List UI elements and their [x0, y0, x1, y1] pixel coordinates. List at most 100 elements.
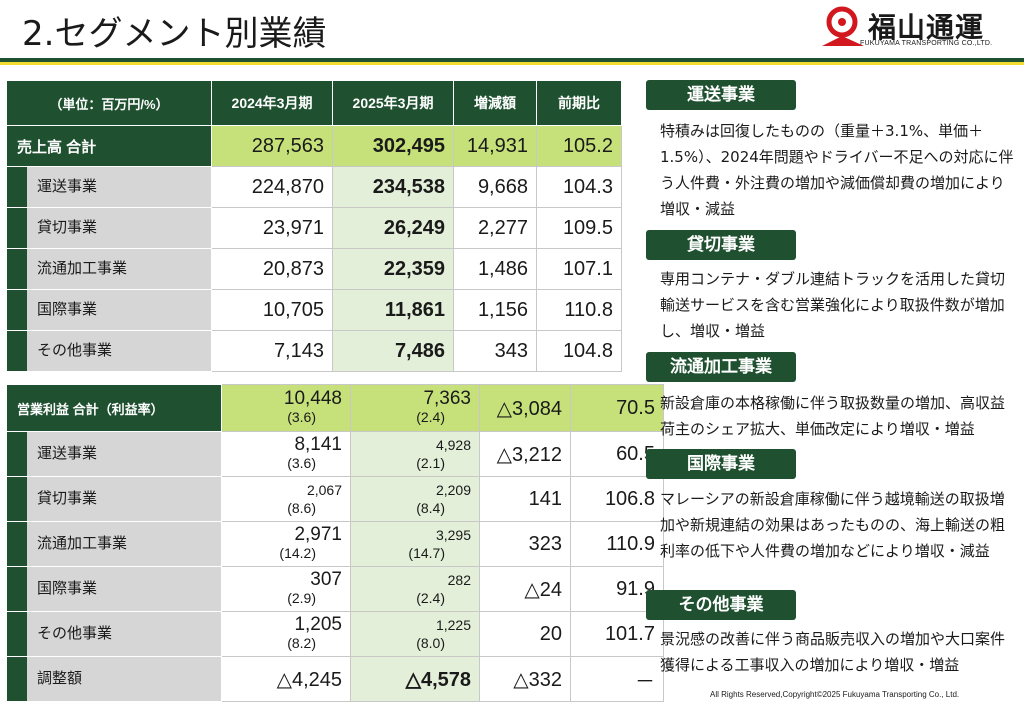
segment-description: 専用コンテナ・ダブル連結トラックを活用した貸切輸送サービスを含む営業強化により取… [660, 270, 1006, 340]
row-label: 運送事業 [27, 167, 211, 207]
ratio-value: 101.7 [570, 611, 664, 657]
ratio-value: 70.5 [570, 384, 664, 432]
diff-value: 2,277 [453, 207, 537, 249]
curr-rate: (8.4) [416, 500, 445, 516]
segment-title: 国際事業 [646, 449, 796, 479]
table-row: 貸切事業 23,971 26,249 2,277 109.5 [6, 207, 622, 249]
prev-value: 10,448 [283, 388, 342, 409]
table-row: その他事業 1,205 (8.2) 1,225 (8.0) 20 101.7 [6, 611, 664, 657]
profit-table: 営業利益 合計（利益率） 10,448 (3.6) 7,363 (2.4) △3,0… [6, 384, 664, 702]
ratio-value: 104.3 [536, 166, 622, 208]
curr-value: 282 [447, 572, 471, 588]
prev-value: 10,705 [211, 289, 333, 331]
curr-year-header: 2025年3月期 [332, 80, 454, 126]
sales-total-row: 売上高 合計 287,563 302,495 14,931 105.2 [6, 125, 622, 167]
segment-description: 新設倉庫の本格稼働に伴う取扱数量の増加、高収益荷主のシェア拡大、単価改定により増… [660, 394, 1006, 438]
prev-rate: (8.2) [287, 635, 316, 651]
diff-value: △3,212 [479, 431, 571, 477]
adjustment-row: 調整額 △4,245 △4,578 △332 － [6, 656, 664, 702]
ratio-value: 106.8 [570, 476, 664, 522]
diff-value: 1,486 [453, 248, 537, 290]
prev-rate: (3.6) [287, 409, 316, 425]
title-rule [0, 58, 1024, 62]
row-label: 国際事業 [27, 290, 211, 330]
curr-value: 26,249 [332, 207, 454, 249]
prev-value: △4,245 [221, 656, 351, 702]
ratio-value: 91.9 [570, 566, 664, 612]
curr-value: 3,295 [435, 527, 471, 543]
ratio-value: 105.2 [536, 125, 622, 167]
diff-value: 9,668 [453, 166, 537, 208]
segment-title: その他事業 [646, 590, 796, 620]
page-title: 2.セグメント別業績 [22, 14, 327, 54]
segment-title: 貸切事業 [646, 230, 796, 260]
curr-value: 234,538 [332, 166, 454, 208]
ratio-value: 110.8 [536, 289, 622, 331]
row-label: 流通加工事業 [27, 522, 221, 566]
table-row: 貸切事業 2,067 (8.6) 2,209 (8.4) 141 106.8 [6, 476, 664, 522]
ratio-header: 前期比 [536, 80, 622, 126]
curr-value: 7,363 [423, 388, 471, 409]
curr-value: 2,209 [435, 482, 471, 498]
row-label: 流通加工事業 [27, 249, 211, 289]
row-label: 運送事業 [27, 432, 221, 476]
curr-value: 11,861 [332, 289, 454, 331]
segment-description: マレーシアの新設倉庫稼働に伴う越境輸送の取扱増加や新規連結の効果はあったものの、… [660, 490, 1006, 560]
segment-title: 運送事業 [646, 80, 796, 110]
curr-rate: (2.1) [416, 455, 445, 471]
row-label: 国際事業 [27, 567, 221, 611]
curr-value: 4,928 [435, 437, 471, 453]
table-row: 国際事業 10,705 11,861 1,156 110.8 [6, 289, 622, 331]
prev-value: 20,873 [211, 248, 333, 290]
diff-value: 323 [479, 521, 571, 567]
prev-value: 7,143 [211, 330, 333, 372]
ratio-value: 104.8 [536, 330, 622, 372]
diff-value: 1,156 [453, 289, 537, 331]
prev-rate: (2.9) [287, 590, 316, 606]
table-row: その他事業 7,143 7,486 343 104.8 [6, 330, 622, 372]
curr-rate: (2.4) [416, 590, 445, 606]
diff-value: 141 [479, 476, 571, 522]
prev-value: 287,563 [211, 125, 333, 167]
table-row: 国際事業 307 (2.9) 282 (2.4) △24 91.9 [6, 566, 664, 612]
copyright-footer: All Rights Reserved,Copyright©2025 Fukuy… [710, 690, 960, 699]
curr-value: 22,359 [332, 248, 454, 290]
prev-value: 23,971 [211, 207, 333, 249]
diff-value: 14,931 [453, 125, 537, 167]
curr-value: 1,225 [435, 617, 471, 633]
company-logo: 福山通運 FUKUYAMA TRANSPORTING CO.,LTD. [820, 6, 1020, 54]
diff-value: △332 [479, 656, 571, 702]
unit-header: （単位：百万円/%） [6, 80, 212, 126]
prev-value: 224,870 [211, 166, 333, 208]
table-row: 運送事業 8,141 (3.6) 4,928 (2.1) △3,212 60.5 [6, 431, 664, 477]
prev-rate: (3.6) [287, 455, 316, 471]
logo-mark-icon [822, 6, 864, 46]
ratio-value: 109.5 [536, 207, 622, 249]
row-label: 貸切事業 [27, 208, 211, 248]
table-row: 流通加工事業 2,971 (14.2) 3,295 (14.7) 323 110.9 [6, 521, 664, 567]
prev-value: 307 [310, 569, 342, 590]
curr-rate: (2.4) [416, 409, 445, 425]
segment-title: 流通加工事業 [646, 352, 796, 382]
row-label: 売上高 合計 [6, 125, 212, 167]
ratio-value: 110.9 [570, 521, 664, 567]
curr-rate: (8.0) [416, 635, 445, 651]
diff-value: 343 [453, 330, 537, 372]
row-label: その他事業 [27, 331, 211, 371]
curr-value: △4,578 [350, 656, 480, 702]
prev-value: 2,067 [306, 482, 342, 498]
prev-value: 8,141 [294, 434, 342, 455]
row-label: 貸切事業 [27, 477, 221, 521]
prev-rate: (8.6) [287, 500, 316, 516]
row-label: 調整額 [27, 657, 221, 701]
diff-header: 増減額 [453, 80, 537, 126]
row-label: 営業利益 合計（利益率） [6, 384, 222, 432]
diff-value: 20 [479, 611, 571, 657]
curr-rate: (14.7) [408, 545, 445, 561]
segment-description: 景況感の改善に伴う商品販売収入の増加や大口案件獲得による工事収入の増加により増収… [660, 630, 1006, 674]
prev-rate: (14.2) [279, 545, 316, 561]
segment-description: 特積みは回復したものの（重量＋3.1%、単価＋1.5%）、2024年問題やドライ… [660, 122, 1014, 218]
curr-value: 7,486 [332, 330, 454, 372]
prev-value: 2,971 [294, 524, 342, 545]
prev-year-header: 2024年3月期 [211, 80, 333, 126]
